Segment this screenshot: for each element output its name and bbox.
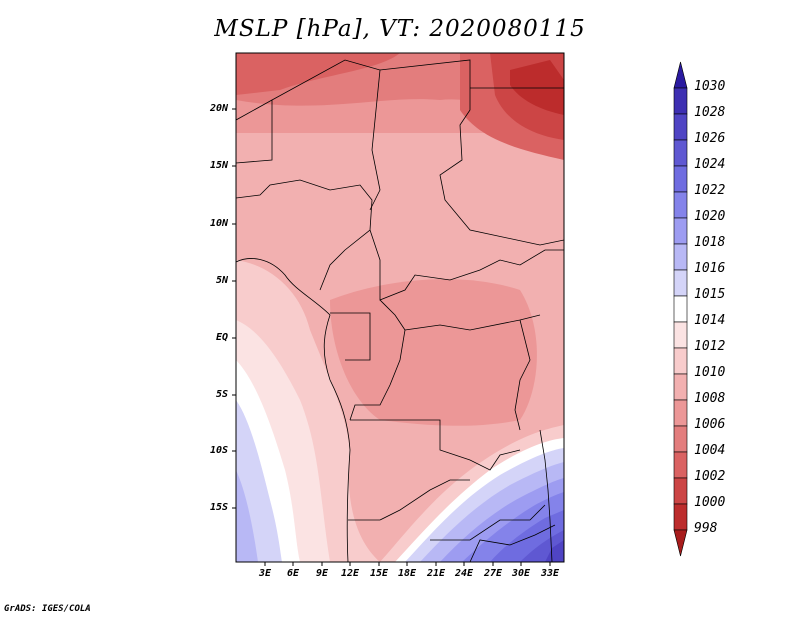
y-tick-label: EQ (215, 332, 228, 343)
colorbar-segment (673, 165, 688, 193)
borders (236, 59, 564, 562)
x-tick-label: 6E (286, 568, 300, 579)
pressure-field (236, 53, 564, 562)
y-tick-label: 10S (209, 445, 228, 456)
colorbar-label: 1028 (694, 105, 726, 120)
y-tick-label: 5N (215, 275, 228, 286)
colorbar-segment (673, 87, 688, 115)
colorbar-label: 1006 (694, 417, 726, 432)
colorbar-label: 1010 (694, 365, 726, 380)
colorbar-segment (673, 295, 688, 323)
colorbar-label: 1024 (694, 157, 726, 172)
colorbar-label: 1022 (694, 183, 726, 198)
colorbar-label: 1008 (694, 391, 726, 406)
y-tick-label: 15N (209, 160, 228, 171)
colorbar-label: 1012 (694, 339, 726, 354)
colorbar-label: 1026 (694, 131, 726, 146)
colorbar-label: 1015 (694, 287, 726, 302)
colorbar-segment (673, 269, 688, 297)
x-tick-label: 3E (258, 568, 272, 579)
colorbar-segment (673, 425, 688, 453)
colorbar-segment (673, 139, 688, 167)
x-tick-label: 27E (483, 568, 503, 579)
map-title: MSLP [hPa], VT: 2020080115 (214, 16, 586, 42)
colorbar-label: 1000 (694, 495, 726, 510)
colorbar-segment (673, 321, 688, 349)
colorbar-segment (673, 451, 688, 479)
colorbar-segment (673, 477, 688, 505)
colorbar-triangle-bottom (673, 529, 688, 557)
x-tick-label: 21E (426, 568, 446, 579)
colorbar-label: 1018 (694, 235, 726, 250)
colorbar-segment (673, 503, 688, 531)
colorbar-label: 1016 (694, 261, 726, 276)
colorbar-label: 1004 (694, 443, 726, 458)
y-tick-label: 15S (209, 502, 228, 513)
x-tick-marks (264, 562, 551, 566)
colorbar-segment (673, 113, 688, 141)
y-tick-label: 10N (209, 218, 228, 229)
colorbar-label: 998 (694, 521, 718, 536)
colorbar-triangle-top (673, 61, 688, 89)
colorbar-segment (673, 191, 688, 219)
colorbar-segment (673, 347, 688, 375)
x-tick-label: 30E (511, 568, 531, 579)
y-tick-label: 5S (215, 389, 228, 400)
x-tick-label: 24E (454, 568, 474, 579)
colorbar-segment (673, 399, 688, 427)
x-tick-label: 12E (340, 568, 360, 579)
colorbar-label: 1030 (694, 79, 726, 94)
colorbar-label: 1020 (694, 209, 726, 224)
y-tick-label: 20N (209, 103, 228, 114)
x-tick-label: 18E (397, 568, 417, 579)
colorbar-segment (673, 373, 688, 401)
colorbar-segment (673, 243, 688, 271)
colorbar-label: 1014 (694, 313, 726, 328)
colorbar (673, 61, 688, 557)
x-tick-label: 9E (315, 568, 329, 579)
colorbar-label: 1002 (694, 469, 726, 484)
x-tick-label: 15E (369, 568, 389, 579)
map-frame (235, 52, 565, 563)
x-tick-label: 33E (540, 568, 560, 579)
grads-credit: GrADS: IGES/COLA (4, 604, 91, 614)
y-tick-marks (232, 108, 236, 509)
colorbar-segment (673, 217, 688, 245)
